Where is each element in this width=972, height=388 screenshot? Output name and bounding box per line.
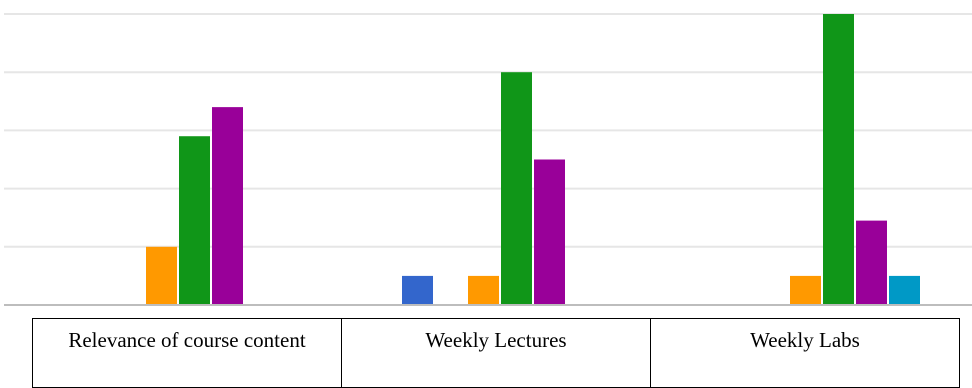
- category-label-weekly-lectures: Weekly Lectures: [341, 318, 651, 388]
- bar-2-3: [823, 14, 854, 305]
- category-label-relevance-of-course-content: Relevance of course content: [32, 318, 342, 388]
- category-label-weekly-labs: Weekly Labs: [650, 318, 960, 388]
- bar-chart: [4, 13, 972, 306]
- bar-0-4: [212, 107, 243, 306]
- bar-1-3: [501, 72, 532, 305]
- bar-2-5: [889, 275, 920, 305]
- bar-2-2: [790, 275, 821, 305]
- bars: [146, 14, 920, 306]
- bar-2-4: [856, 220, 887, 305]
- bar-1-4: [534, 159, 565, 305]
- gridlines: [4, 13, 972, 248]
- bar-1-0: [402, 275, 433, 305]
- bar-1-2: [468, 275, 499, 305]
- bar-0-3: [179, 136, 210, 305]
- bar-0-2: [146, 246, 177, 305]
- category-label-table: Relevance of course content Weekly Lectu…: [32, 318, 960, 388]
